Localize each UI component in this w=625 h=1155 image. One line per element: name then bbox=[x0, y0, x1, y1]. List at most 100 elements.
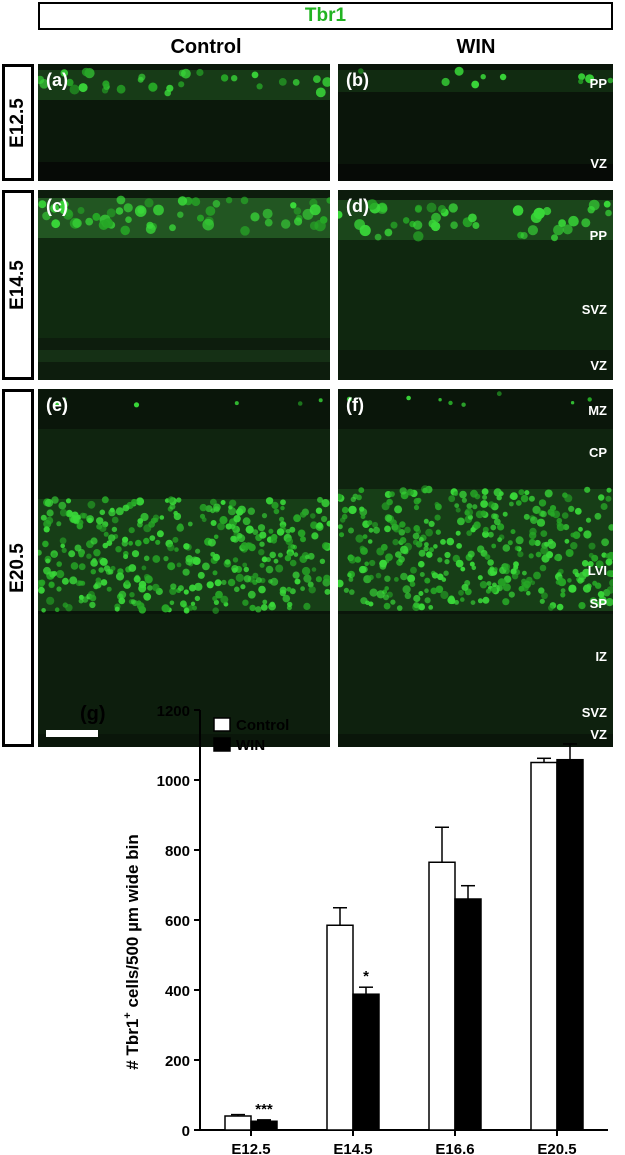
cell-dot bbox=[384, 525, 391, 533]
cell-dot bbox=[191, 197, 201, 207]
cell-dot bbox=[428, 219, 437, 228]
cell-dot bbox=[398, 556, 405, 563]
cell-dot bbox=[183, 589, 189, 595]
cell-dot bbox=[102, 542, 109, 549]
cell-dot bbox=[38, 579, 46, 586]
cell-dot bbox=[128, 527, 135, 534]
cell-dot bbox=[44, 498, 54, 508]
cell-dot bbox=[347, 572, 352, 578]
cell-dot bbox=[153, 517, 159, 523]
cell-dot bbox=[406, 395, 411, 401]
cell-dot bbox=[480, 74, 486, 80]
cell-dot bbox=[292, 79, 300, 86]
cell-dot bbox=[588, 199, 600, 211]
cell-dot bbox=[503, 563, 511, 571]
cell-dot bbox=[78, 580, 84, 586]
cell-dot bbox=[115, 507, 124, 516]
bar-control bbox=[428, 861, 456, 1131]
y-axis-title: # Tbr1+ cells/500 µm wide bin bbox=[122, 834, 142, 1069]
cell-dot bbox=[197, 214, 204, 222]
cell-dot bbox=[271, 501, 279, 509]
cell-dot bbox=[39, 79, 49, 89]
cell-dot bbox=[229, 499, 237, 507]
zone-label: IZ bbox=[595, 649, 607, 664]
cell-dot bbox=[273, 508, 280, 515]
cell-dot bbox=[470, 489, 478, 498]
cell-dot bbox=[286, 586, 292, 592]
cell-dot bbox=[202, 562, 210, 571]
cell-dot bbox=[293, 514, 301, 523]
panel-label: (a) bbox=[46, 70, 68, 90]
cell-dot bbox=[454, 66, 464, 76]
cell-dot bbox=[374, 233, 382, 241]
cell-dot bbox=[297, 401, 303, 406]
row-label-text: E12.5 bbox=[7, 97, 28, 148]
cell-dot bbox=[490, 524, 497, 531]
zone-label: VZ bbox=[590, 358, 607, 373]
cell-dot bbox=[187, 521, 193, 527]
cell-dot bbox=[128, 564, 137, 572]
cell-dot bbox=[282, 594, 291, 603]
cell-dot bbox=[317, 496, 323, 503]
cell-dot bbox=[152, 583, 160, 592]
cell-dot bbox=[194, 595, 201, 602]
cell-dot bbox=[106, 586, 112, 592]
cell-dot bbox=[255, 606, 262, 613]
cell-dot bbox=[521, 583, 529, 592]
cell-dot bbox=[578, 602, 586, 610]
zone-label: PP bbox=[589, 76, 607, 91]
cell-dot bbox=[362, 534, 368, 539]
cell-dot bbox=[421, 485, 430, 494]
cell-dot bbox=[492, 582, 497, 588]
cell-dot bbox=[147, 585, 153, 591]
cell-dot bbox=[367, 520, 373, 526]
cell-dot bbox=[135, 539, 142, 547]
cell-dot bbox=[538, 499, 547, 507]
cell-dot bbox=[557, 578, 567, 587]
cell-dot bbox=[78, 563, 86, 571]
cell-dot bbox=[300, 536, 306, 543]
cell-dot bbox=[300, 586, 305, 592]
cell-dot bbox=[321, 499, 330, 508]
cell-dot bbox=[294, 217, 303, 226]
cell-dot bbox=[300, 511, 307, 518]
cell-dot bbox=[480, 500, 488, 508]
marker-title: Tbr1 bbox=[304, 5, 347, 26]
cell-dot bbox=[249, 604, 256, 612]
cell-dot bbox=[528, 538, 536, 546]
cell-dot bbox=[311, 567, 317, 572]
cell-dot bbox=[455, 507, 461, 513]
cell-dot bbox=[61, 577, 69, 585]
cell-dot bbox=[99, 509, 106, 516]
cell-dot bbox=[477, 598, 483, 604]
cell-dot bbox=[232, 557, 239, 563]
cell-dot bbox=[418, 603, 425, 611]
cell-dot bbox=[303, 574, 312, 583]
cell-dot bbox=[243, 566, 249, 573]
cell-dot bbox=[138, 584, 147, 593]
cell-dot bbox=[429, 547, 434, 553]
cell-dot bbox=[609, 579, 613, 587]
cell-dot bbox=[428, 605, 434, 610]
cell-dot bbox=[364, 561, 369, 567]
cell-dot bbox=[575, 507, 582, 515]
cell-dot bbox=[153, 204, 164, 216]
cell-dot bbox=[169, 224, 176, 232]
cell-dot bbox=[268, 579, 273, 584]
cell-dot bbox=[297, 529, 306, 538]
x-tick-label: E20.5 bbox=[537, 1141, 576, 1155]
cell-dot bbox=[503, 575, 512, 583]
cell-dot bbox=[402, 585, 411, 594]
cell-dot bbox=[570, 401, 575, 405]
cell-dot bbox=[386, 498, 393, 506]
cell-dot bbox=[544, 489, 553, 498]
cell-dot bbox=[595, 560, 604, 569]
cell-dot bbox=[556, 521, 562, 527]
cell-dot bbox=[56, 586, 62, 592]
panel-label: (b) bbox=[346, 70, 369, 90]
cell-dot bbox=[215, 590, 223, 599]
cell-dot bbox=[122, 504, 130, 512]
cell-dot bbox=[234, 401, 239, 406]
cell-dot bbox=[606, 586, 613, 594]
zone-label: MZ bbox=[588, 403, 607, 418]
